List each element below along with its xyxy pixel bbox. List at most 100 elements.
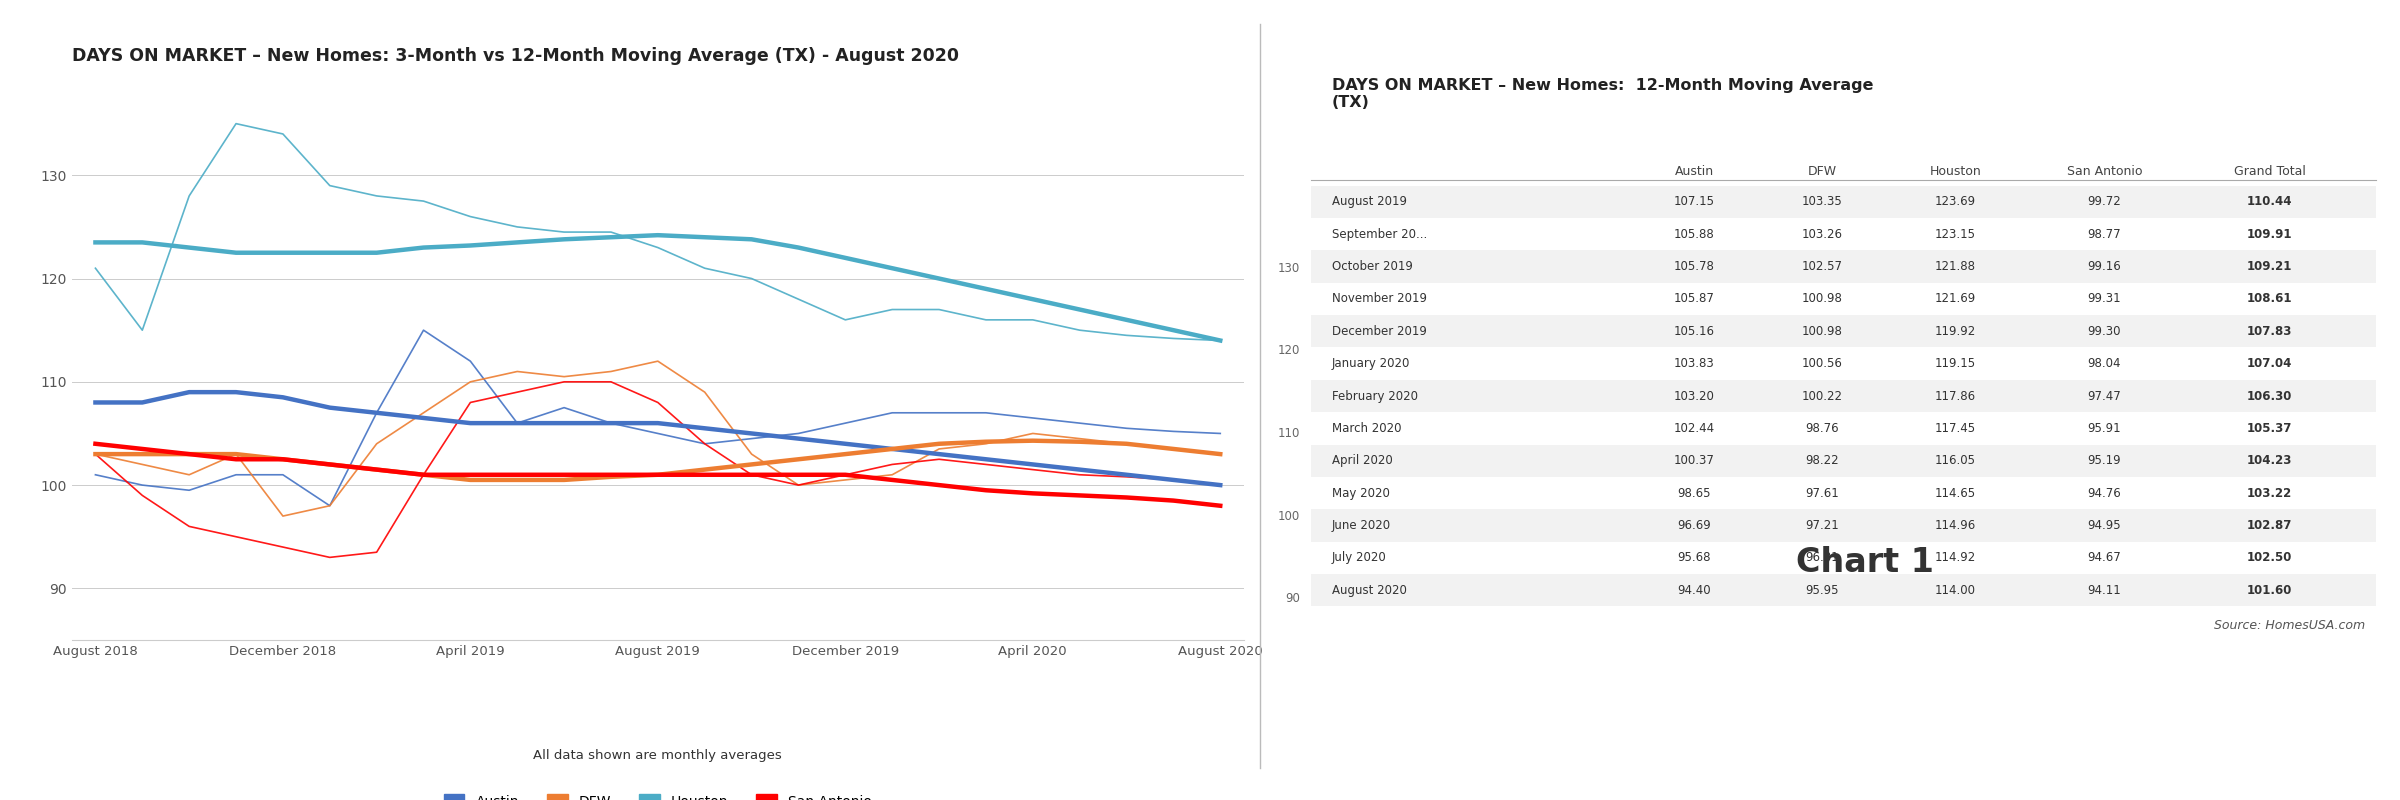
- Text: September 20...: September 20...: [1332, 228, 1428, 241]
- Text: December 2019: December 2019: [1332, 325, 1428, 338]
- Text: 99.30: 99.30: [2088, 325, 2122, 338]
- Text: 98.76: 98.76: [1805, 422, 1838, 435]
- Text: 96.81: 96.81: [1805, 551, 1838, 565]
- Text: 98.65: 98.65: [1678, 486, 1711, 500]
- Text: 94.40: 94.40: [1678, 584, 1711, 597]
- Text: 96.69: 96.69: [1678, 519, 1711, 532]
- Text: 103.22: 103.22: [2246, 486, 2292, 500]
- Text: 110.44: 110.44: [2246, 195, 2292, 208]
- Text: DAYS ON MARKET – New Homes: 3-Month vs 12-Month Moving Average (TX) - August 202: DAYS ON MARKET – New Homes: 3-Month vs 1…: [72, 47, 960, 65]
- Text: 114.00: 114.00: [1934, 584, 1975, 597]
- Text: 102.44: 102.44: [1673, 422, 1716, 435]
- Text: 100.98: 100.98: [1802, 325, 1843, 338]
- Text: May 2020: May 2020: [1332, 486, 1390, 500]
- Text: 105.78: 105.78: [1673, 260, 1714, 273]
- Text: 97.47: 97.47: [2088, 390, 2122, 402]
- Text: 97.21: 97.21: [1805, 519, 1838, 532]
- Text: Source: HomesUSA.com: Source: HomesUSA.com: [2215, 618, 2366, 632]
- Text: August 2019: August 2019: [1332, 195, 1406, 208]
- Text: 107.83: 107.83: [2246, 325, 2292, 338]
- Text: 102.87: 102.87: [2246, 519, 2292, 532]
- Text: Grand Total: Grand Total: [2234, 165, 2306, 178]
- Text: 100.56: 100.56: [1802, 357, 1843, 370]
- Text: June 2020: June 2020: [1332, 519, 1392, 532]
- Text: August 2020: August 2020: [1332, 584, 1406, 597]
- Text: 123.69: 123.69: [1934, 195, 1975, 208]
- Text: 98.77: 98.77: [2088, 228, 2122, 241]
- Text: Houston: Houston: [1930, 165, 1980, 178]
- Text: November 2019: November 2019: [1332, 293, 1428, 306]
- Text: 117.86: 117.86: [1934, 390, 1975, 402]
- Text: July 2020: July 2020: [1332, 551, 1387, 565]
- Text: 100.37: 100.37: [1673, 454, 1714, 467]
- FancyBboxPatch shape: [1310, 510, 2376, 542]
- Text: 95.91: 95.91: [2088, 422, 2122, 435]
- Text: All data shown are monthly averages: All data shown are monthly averages: [533, 750, 782, 762]
- Text: 103.83: 103.83: [1673, 357, 1714, 370]
- Text: 98.22: 98.22: [1805, 454, 1838, 467]
- FancyBboxPatch shape: [1310, 315, 2376, 347]
- FancyBboxPatch shape: [1310, 574, 2376, 606]
- Text: 130: 130: [1277, 262, 1301, 274]
- Text: 107.04: 107.04: [2246, 357, 2292, 370]
- Text: 117.45: 117.45: [1934, 422, 1975, 435]
- Text: San Antonio: San Antonio: [2066, 165, 2143, 178]
- Text: 103.26: 103.26: [1802, 228, 1843, 241]
- Text: 99.31: 99.31: [2088, 293, 2122, 306]
- Text: 114.96: 114.96: [1934, 519, 1975, 532]
- Text: 94.67: 94.67: [2088, 551, 2122, 565]
- Text: 102.50: 102.50: [2246, 551, 2292, 565]
- Text: 120: 120: [1277, 344, 1301, 358]
- Text: 104.23: 104.23: [2246, 454, 2292, 467]
- Text: January 2020: January 2020: [1332, 357, 1411, 370]
- Text: 106.30: 106.30: [2246, 390, 2292, 402]
- Text: 90: 90: [1286, 592, 1301, 605]
- Text: 97.61: 97.61: [1805, 486, 1838, 500]
- Text: 95.68: 95.68: [1678, 551, 1711, 565]
- Text: 102.57: 102.57: [1802, 260, 1843, 273]
- Text: 100.22: 100.22: [1802, 390, 1843, 402]
- Text: 103.35: 103.35: [1802, 195, 1843, 208]
- Text: 109.21: 109.21: [2246, 260, 2292, 273]
- Text: DFW: DFW: [1807, 165, 1836, 178]
- Text: 94.76: 94.76: [2088, 486, 2122, 500]
- Text: 103.20: 103.20: [1673, 390, 1714, 402]
- Text: 109.91: 109.91: [2246, 228, 2292, 241]
- Text: 100.98: 100.98: [1802, 293, 1843, 306]
- Text: February 2020: February 2020: [1332, 390, 1418, 402]
- Text: 100: 100: [1277, 510, 1301, 522]
- Text: 95.19: 95.19: [2088, 454, 2122, 467]
- Text: 116.05: 116.05: [1934, 454, 1975, 467]
- Text: 99.16: 99.16: [2088, 260, 2122, 273]
- Text: April 2020: April 2020: [1332, 454, 1392, 467]
- Text: 119.92: 119.92: [1934, 325, 1975, 338]
- Legend: Austin, DFW, Houston, San Antonio: Austin, DFW, Houston, San Antonio: [439, 789, 878, 800]
- Text: 98.04: 98.04: [2088, 357, 2122, 370]
- Text: 121.69: 121.69: [1934, 293, 1975, 306]
- Text: 95.95: 95.95: [1805, 584, 1838, 597]
- Text: October 2019: October 2019: [1332, 260, 1414, 273]
- Text: 114.65: 114.65: [1934, 486, 1975, 500]
- Text: March 2020: March 2020: [1332, 422, 1402, 435]
- Text: 94.11: 94.11: [2088, 584, 2122, 597]
- Text: 105.37: 105.37: [2246, 422, 2292, 435]
- Text: DAYS ON MARKET – New Homes:  12-Month Moving Average
(TX): DAYS ON MARKET – New Homes: 12-Month Mov…: [1332, 78, 1874, 110]
- Text: 105.88: 105.88: [1673, 228, 1714, 241]
- Text: 123.15: 123.15: [1934, 228, 1975, 241]
- Text: 105.87: 105.87: [1673, 293, 1714, 306]
- FancyBboxPatch shape: [1310, 250, 2376, 282]
- Text: 110: 110: [1277, 427, 1301, 440]
- FancyBboxPatch shape: [1310, 186, 2376, 218]
- Text: 105.16: 105.16: [1673, 325, 1714, 338]
- Text: 121.88: 121.88: [1934, 260, 1975, 273]
- Text: 108.61: 108.61: [2246, 293, 2292, 306]
- Text: 94.95: 94.95: [2088, 519, 2122, 532]
- FancyBboxPatch shape: [1310, 380, 2376, 412]
- Text: 107.15: 107.15: [1673, 195, 1714, 208]
- Text: Chart 1: Chart 1: [1795, 546, 1934, 579]
- Text: 119.15: 119.15: [1934, 357, 1975, 370]
- Text: 114.92: 114.92: [1934, 551, 1975, 565]
- FancyBboxPatch shape: [1310, 445, 2376, 477]
- Text: 99.72: 99.72: [2088, 195, 2122, 208]
- Text: 101.60: 101.60: [2246, 584, 2292, 597]
